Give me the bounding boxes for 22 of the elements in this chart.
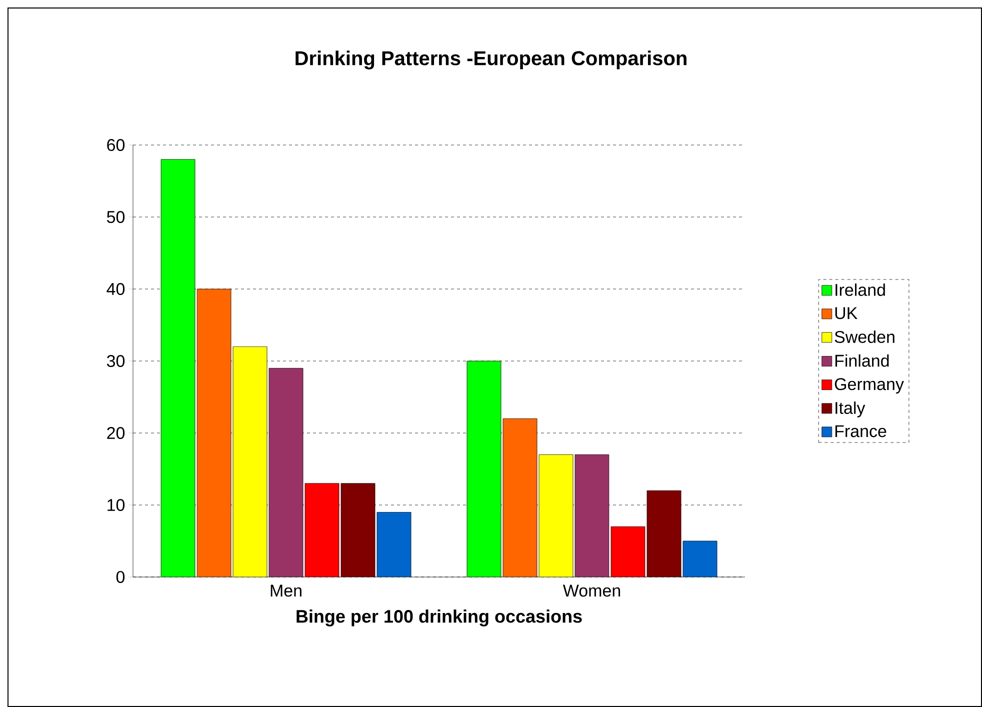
y-tick-label: 50 [106,210,125,224]
y-tick-label: 40 [106,282,125,296]
y-tick-label: 0 [116,570,125,584]
legend-label: France [835,425,886,438]
bar [538,454,574,577]
x-tick-label: Women [562,584,620,597]
bar [197,289,232,577]
y-tick-label: 10 [108,498,125,512]
bar [502,418,538,577]
legend-label: Sweden [834,330,894,343]
y-tick-label: 60 [107,138,125,152]
legend-label: Germany [834,378,904,394]
legend-label: Ireland [836,283,885,296]
y-tick-label: 20 [107,426,125,440]
x-axis-title: Binge per 100 drinking occasions [296,610,582,626]
legend-label: Finland [835,354,889,367]
legend-label: UK [835,307,858,320]
y-tick-label: 30 [106,354,125,368]
bar [233,346,267,577]
x-tick-label: Men [270,584,302,597]
legend-label: Italy [836,402,866,418]
chart-title: Drinking Patterns -European Comparison [296,50,686,70]
